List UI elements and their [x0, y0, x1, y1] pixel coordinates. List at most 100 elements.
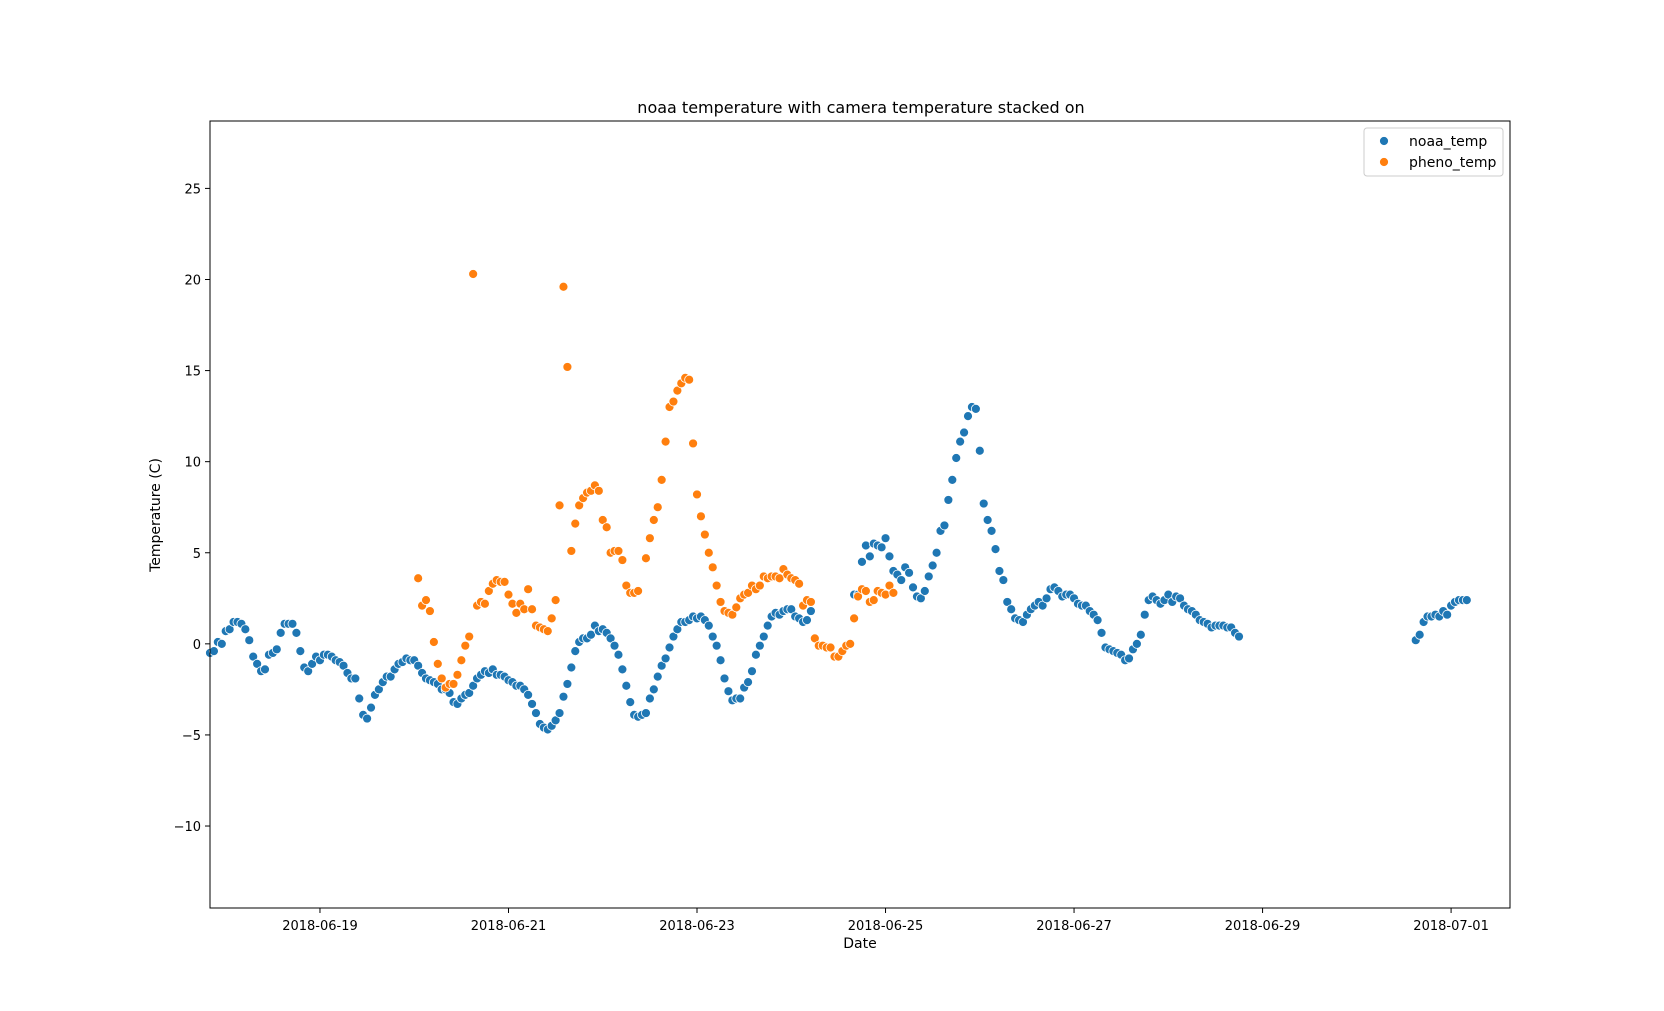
point-pheno-temp — [774, 573, 785, 584]
point-noaa-temp — [994, 566, 1005, 576]
point-pheno-temp — [503, 589, 514, 600]
point-pheno-temp — [668, 396, 679, 407]
point-pheno-temp — [644, 533, 655, 544]
x-tick-label: 2018-06-19 — [282, 919, 358, 934]
point-pheno-temp — [511, 607, 522, 618]
point-pheno-temp — [413, 573, 424, 584]
y-axis: −10 −5 0 5 10 15 20 25 — [174, 182, 210, 835]
point-noaa-temp — [723, 686, 734, 697]
point-noaa-temp — [951, 453, 962, 463]
x-tick-label: 2018-06-29 — [1225, 919, 1301, 934]
point-noaa-temp — [904, 567, 914, 578]
point-pheno-temp — [566, 546, 577, 556]
point-pheno-temp — [593, 485, 604, 496]
point-noaa-temp — [366, 702, 376, 713]
point-noaa-temp — [271, 644, 282, 655]
point-noaa-temp — [1234, 631, 1244, 642]
point-pheno-temp — [452, 669, 463, 680]
point-noaa-temp — [747, 666, 757, 677]
point-pheno-temp — [794, 578, 805, 589]
point-noaa-temp — [664, 642, 675, 653]
point-noaa-temp — [955, 436, 966, 447]
point-pheno-temp — [849, 613, 860, 624]
point-noaa-temp — [216, 638, 227, 649]
point-noaa-temp — [998, 575, 1009, 585]
point-noaa-temp — [802, 615, 812, 626]
point-noaa-temp — [923, 571, 934, 582]
y-tick-label: 20 — [184, 273, 201, 288]
point-noaa-temp — [527, 699, 537, 709]
point-noaa-temp — [240, 624, 251, 635]
point-pheno-temp — [550, 595, 561, 606]
point-noaa-temp — [1092, 615, 1103, 626]
point-noaa-temp — [275, 628, 286, 638]
point-pheno-temp — [860, 586, 871, 596]
point-noaa-temp — [566, 662, 577, 673]
point-pheno-temp — [888, 587, 899, 598]
legend-marker-pheno-temp — [1379, 157, 1389, 167]
point-pheno-temp — [806, 597, 816, 607]
point-noaa-temp — [1414, 629, 1425, 640]
point-pheno-temp — [464, 631, 475, 642]
point-noaa-temp — [1096, 628, 1107, 638]
point-noaa-temp — [931, 547, 942, 558]
point-pheno-temp — [499, 577, 510, 587]
point-noaa-temp — [660, 653, 671, 664]
point-pheno-temp — [825, 642, 836, 653]
point-noaa-temp — [963, 411, 973, 422]
point-pheno-temp — [660, 436, 671, 447]
x-axis-label: Date — [843, 936, 876, 952]
point-pheno-temp — [696, 511, 706, 522]
legend-box — [1363, 127, 1504, 177]
point-pheno-temp — [425, 606, 435, 616]
point-noaa-temp — [762, 620, 773, 631]
points-layer — [205, 269, 1472, 735]
x-tick-label: 2018-06-27 — [1036, 919, 1112, 934]
point-pheno-temp — [527, 604, 537, 615]
point-pheno-temp — [542, 626, 553, 636]
point-noaa-temp — [641, 708, 651, 718]
point-noaa-temp — [562, 679, 573, 689]
point-noaa-temp — [711, 640, 722, 651]
point-pheno-temp — [480, 598, 490, 609]
point-pheno-temp — [707, 562, 718, 573]
y-tick-label: −5 — [182, 729, 201, 744]
point-noaa-temp — [703, 620, 714, 631]
x-axis: 2018-06-19 2018-06-21 2018-06-23 2018-06-25… — [282, 908, 1489, 934]
plot-frame — [209, 120, 1511, 909]
point-pheno-temp — [601, 522, 612, 533]
point-pheno-temp — [845, 638, 856, 649]
y-tick-label: 0 — [193, 638, 201, 653]
point-pheno-temp — [546, 613, 557, 624]
legend: noaa_temp pheno_temp — [1363, 127, 1504, 177]
point-noaa-temp — [1006, 604, 1017, 615]
point-noaa-temp — [291, 628, 302, 638]
point-noaa-temp — [947, 474, 958, 485]
point-noaa-temp — [523, 689, 534, 700]
point-pheno-temp — [688, 438, 698, 449]
point-pheno-temp — [613, 546, 624, 556]
point-noaa-temp — [758, 631, 769, 642]
point-pheno-temp — [432, 658, 443, 669]
point-pheno-temp — [428, 637, 439, 647]
point-noaa-temp — [1131, 638, 1142, 649]
chart-title: noaa temperature with camera temperature… — [637, 98, 1084, 117]
point-noaa-temp — [735, 693, 746, 704]
point-noaa-temp — [927, 560, 938, 571]
point-noaa-temp — [1442, 609, 1453, 620]
point-noaa-temp — [974, 445, 985, 456]
point-pheno-temp — [656, 474, 667, 485]
point-pheno-temp — [641, 553, 651, 564]
point-noaa-temp — [554, 708, 565, 718]
point-noaa-temp — [880, 533, 891, 544]
point-noaa-temp — [857, 556, 867, 567]
x-tick-label: 2018-06-21 — [471, 919, 547, 934]
point-pheno-temp — [731, 602, 742, 613]
y-tick-label: 25 — [184, 182, 201, 197]
point-noaa-temp — [943, 495, 954, 505]
point-noaa-temp — [959, 427, 969, 438]
point-noaa-temp — [260, 664, 270, 675]
point-noaa-temp — [751, 649, 761, 660]
point-noaa-temp — [707, 631, 718, 642]
point-noaa-temp — [919, 586, 930, 596]
